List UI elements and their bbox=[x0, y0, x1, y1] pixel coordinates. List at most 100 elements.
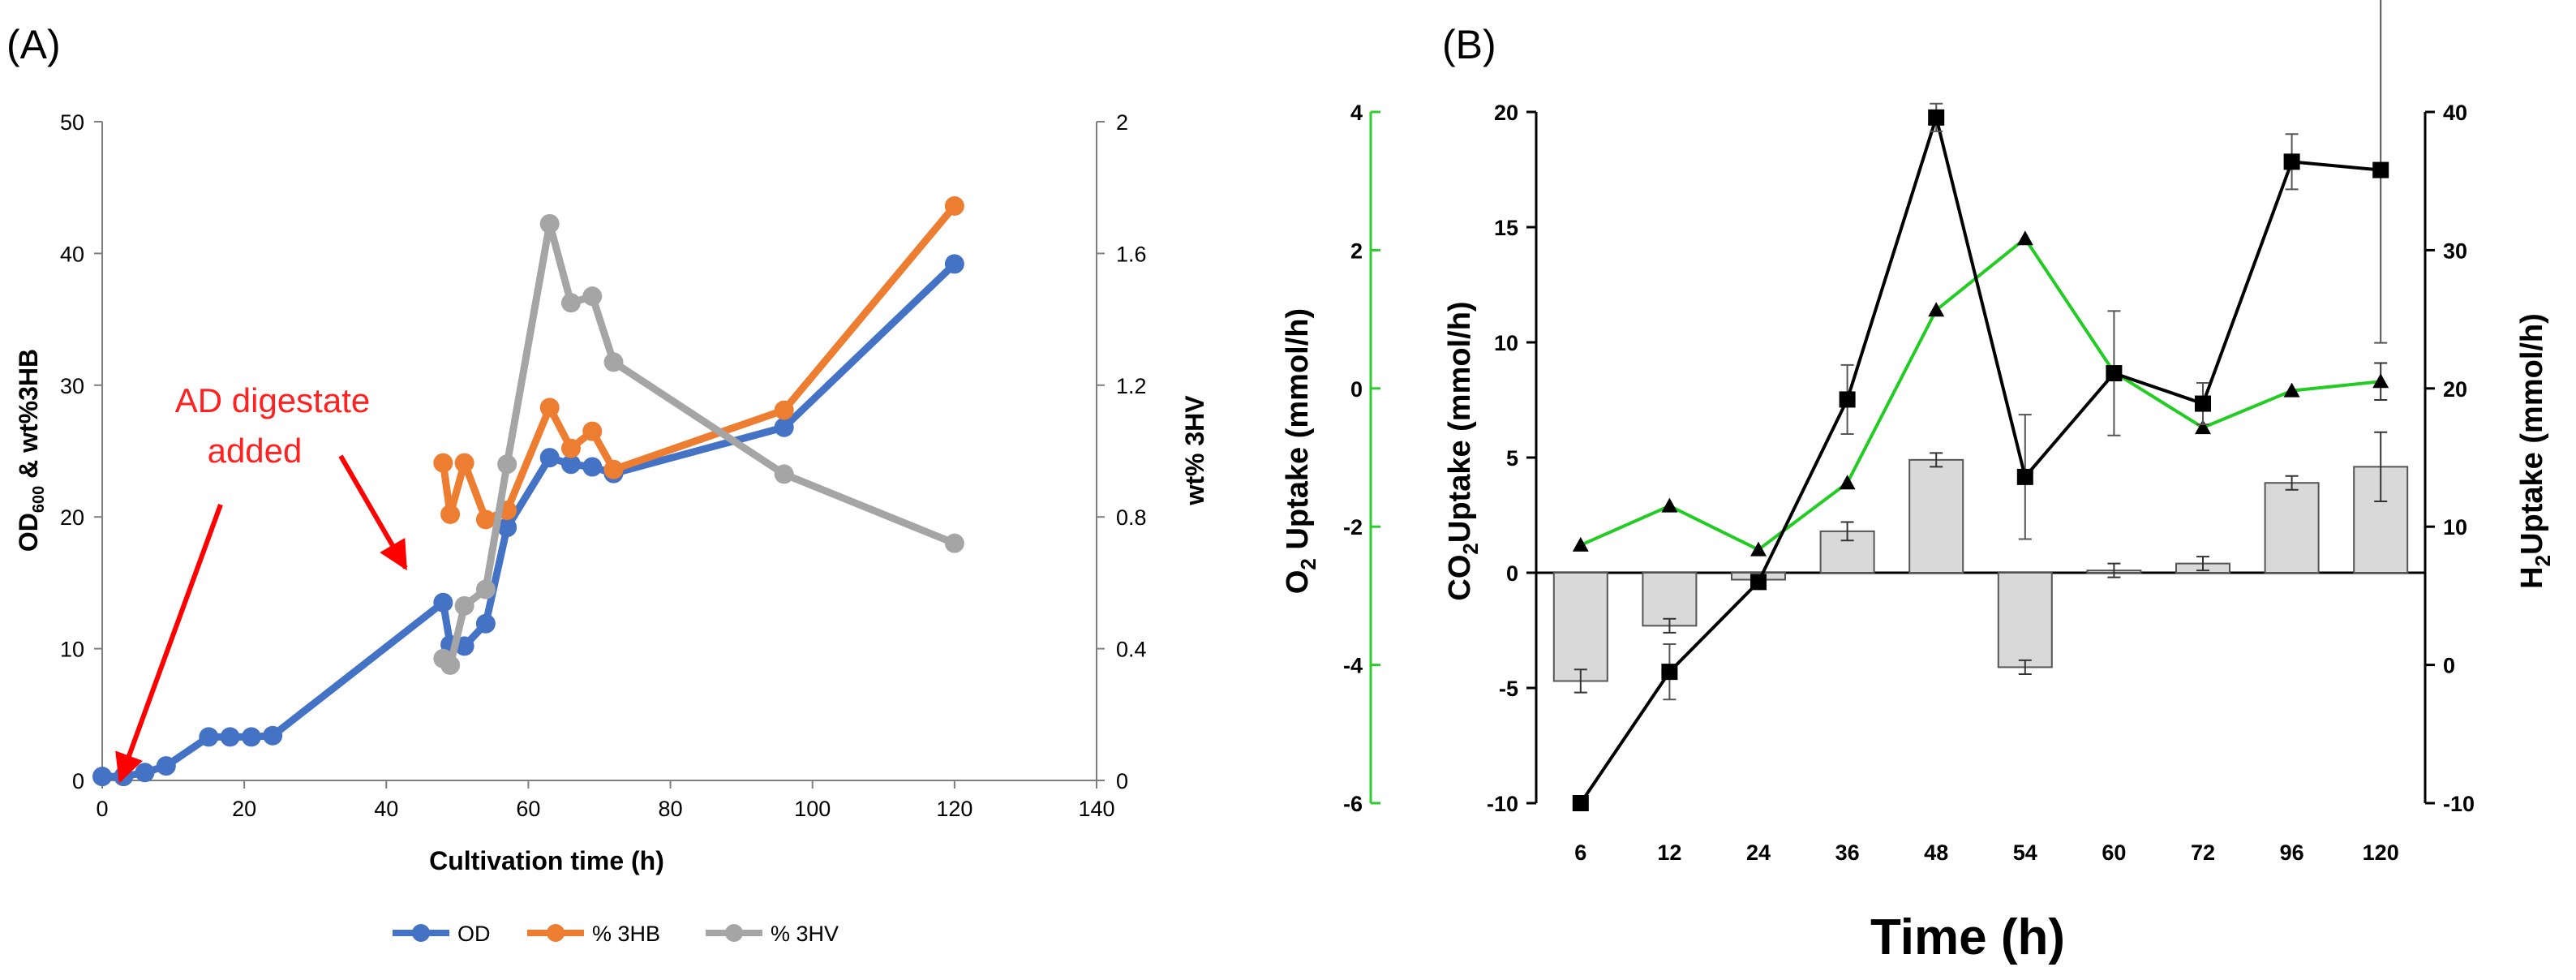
o2-tick-label: -6 bbox=[1343, 792, 1363, 816]
h2-tick-label: 20 bbox=[2443, 377, 2467, 402]
y-right-tick-label: 0.8 bbox=[1116, 505, 1147, 530]
o2-triangle-marker bbox=[1572, 536, 1589, 552]
y-left-tick-label: 30 bbox=[60, 374, 84, 398]
data-point bbox=[774, 464, 794, 484]
co2-tick-label: -5 bbox=[1499, 677, 1518, 701]
y-right-tick-label: 2 bbox=[1116, 110, 1128, 135]
legend-label: % 3HV bbox=[771, 922, 839, 946]
panel-b-ylabel-co2: CO2Uptake (mmol/h) bbox=[1443, 301, 1483, 600]
h2-square-marker bbox=[2106, 365, 2123, 382]
data-point bbox=[475, 613, 496, 634]
panel-a-chart: (A) 0 20 40 60 80 100 120 1400102030405000.40.8… bbox=[6, 22, 1209, 946]
data-point bbox=[440, 655, 461, 675]
data-point bbox=[539, 398, 560, 418]
panel-b-series bbox=[1552, 0, 2409, 811]
data-point bbox=[475, 509, 496, 530]
data-point bbox=[433, 592, 453, 612]
co2-tick-label: 20 bbox=[1494, 101, 1518, 125]
co2-bar bbox=[1642, 572, 1698, 627]
data-point bbox=[560, 438, 581, 458]
h2-square-marker bbox=[1572, 795, 1589, 811]
data-point bbox=[603, 459, 624, 479]
series-line-3hv bbox=[440, 220, 956, 669]
x-tick-label: 80 bbox=[659, 797, 683, 821]
panel-a-series bbox=[92, 196, 964, 787]
o2-triangle-marker bbox=[1839, 475, 1856, 490]
o2-tick-label: 4 bbox=[1350, 101, 1363, 125]
y-right-tick-label: 0.4 bbox=[1116, 638, 1147, 662]
o2-triangle-marker bbox=[2283, 382, 2300, 398]
o2-triangle-marker bbox=[1661, 497, 1678, 513]
data-point bbox=[220, 727, 240, 747]
o2-tick-label: -4 bbox=[1343, 654, 1363, 678]
o2-triangle-marker bbox=[2195, 419, 2211, 435]
co2-tick-label: 15 bbox=[1494, 216, 1518, 240]
arrow-to-start bbox=[115, 503, 223, 784]
data-point bbox=[582, 421, 603, 441]
data-point bbox=[560, 293, 581, 313]
x-tick-label: 100 bbox=[794, 797, 831, 821]
x-tick-label: 40 bbox=[374, 797, 398, 821]
h2-square-marker bbox=[2372, 161, 2389, 178]
co2-tick-label: 0 bbox=[1506, 561, 1518, 586]
o2-tick-label: 2 bbox=[1350, 239, 1363, 263]
o2-triangle-marker bbox=[1928, 302, 1945, 317]
category-label: 24 bbox=[1746, 840, 1771, 865]
o2-tick-label: -2 bbox=[1343, 515, 1363, 539]
data-point bbox=[582, 457, 603, 477]
panel-a-xlabel: Cultivation time (h) bbox=[429, 846, 664, 875]
x-tick-label: 20 bbox=[232, 797, 256, 821]
o2-triangle-marker bbox=[1750, 541, 1767, 557]
category-label: 72 bbox=[2191, 840, 2215, 865]
h2-square-marker bbox=[1750, 574, 1767, 591]
data-point bbox=[603, 352, 624, 372]
data-point bbox=[263, 725, 283, 746]
category-label: 12 bbox=[1657, 840, 1681, 865]
data-point bbox=[135, 763, 155, 783]
co2-tick-label: -10 bbox=[1487, 792, 1518, 816]
panel-b-ylabel-h2: H2Uptake (mmol/h) bbox=[2515, 313, 2555, 589]
o2-triangle-marker bbox=[2372, 373, 2389, 389]
data-point bbox=[199, 727, 219, 747]
data-point bbox=[92, 767, 112, 787]
o2-uptake-line bbox=[1579, 236, 2381, 552]
h2-tick-label: 10 bbox=[2443, 515, 2467, 539]
data-point bbox=[774, 400, 794, 420]
data-point bbox=[944, 533, 964, 553]
data-point bbox=[475, 579, 496, 600]
data-point bbox=[156, 756, 176, 776]
y-left-tick-label: 40 bbox=[60, 242, 84, 266]
h2-square-marker bbox=[1928, 109, 1945, 126]
legend-label: % 3HB bbox=[592, 922, 660, 946]
data-point bbox=[944, 196, 964, 216]
h2-square-marker bbox=[2016, 468, 2033, 485]
data-point bbox=[497, 518, 517, 538]
y-left-tick-label: 0 bbox=[72, 769, 84, 793]
data-point bbox=[539, 213, 560, 234]
y-left-tick-label: 10 bbox=[60, 638, 84, 662]
y-left-tick-label: 50 bbox=[60, 110, 84, 135]
y-right-tick-label: 0 bbox=[1116, 769, 1128, 793]
arrow-to-addition bbox=[338, 454, 408, 571]
h2-square-marker bbox=[2195, 395, 2211, 412]
co2-bar bbox=[1997, 572, 2053, 668]
h2-tick-label: -10 bbox=[2443, 792, 2475, 816]
data-point bbox=[241, 727, 261, 747]
h2-square-marker bbox=[1839, 391, 1856, 408]
y-right-tick-label: 1.2 bbox=[1116, 374, 1147, 398]
h2-square-marker bbox=[1661, 664, 1678, 681]
data-point bbox=[582, 286, 603, 307]
series-line-3hb bbox=[439, 204, 958, 523]
annotation-line-1: AD digestate bbox=[175, 381, 370, 419]
h2-tick-label: 30 bbox=[2443, 239, 2467, 263]
co2-tick-label: 10 bbox=[1494, 331, 1518, 355]
category-label: 96 bbox=[2280, 840, 2304, 865]
annotation-line-2: added bbox=[208, 432, 303, 470]
co2-bar bbox=[1552, 572, 1608, 682]
co2-bar bbox=[2264, 482, 2320, 574]
data-point bbox=[944, 254, 964, 274]
legend-marker bbox=[547, 924, 565, 942]
